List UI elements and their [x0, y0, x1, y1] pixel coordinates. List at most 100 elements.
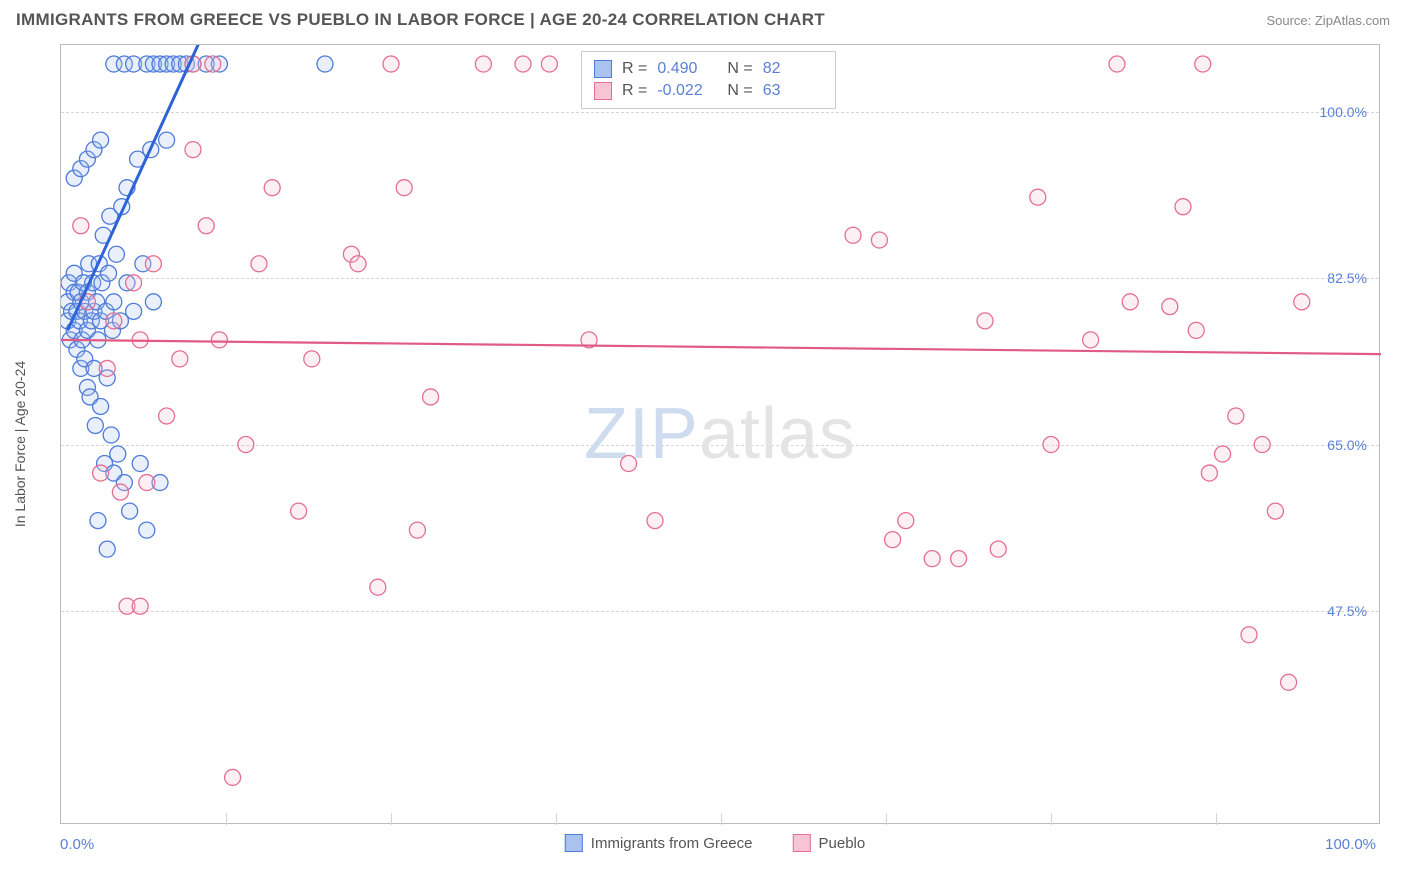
- data-point: [396, 180, 412, 196]
- data-point: [159, 132, 175, 148]
- legend-swatch: [793, 834, 811, 852]
- data-point: [1195, 56, 1211, 72]
- x-tick-max: 100.0%: [1325, 836, 1376, 853]
- correlation-legend-row: R = -0.022 N = 63: [594, 80, 823, 102]
- legend-r-label: R =: [622, 60, 647, 78]
- data-point: [101, 265, 117, 281]
- data-point: [304, 351, 320, 367]
- data-point: [122, 503, 138, 519]
- source-label: Source: ZipAtlas.com: [1266, 13, 1390, 28]
- legend-swatch: [565, 834, 583, 852]
- correlation-legend-row: R = 0.490 N = 82: [594, 58, 823, 80]
- data-point: [126, 275, 142, 291]
- data-point: [1122, 294, 1138, 310]
- data-point: [1083, 332, 1099, 348]
- data-point: [1228, 408, 1244, 424]
- legend-item: Pueblo: [793, 834, 866, 852]
- data-point: [90, 513, 106, 529]
- data-point: [126, 303, 142, 319]
- chart-title: IMMIGRANTS FROM GREECE VS PUEBLO IN LABO…: [16, 10, 825, 30]
- trend-line: [61, 340, 1381, 354]
- data-point: [1109, 56, 1125, 72]
- data-point: [87, 417, 103, 433]
- data-point: [73, 218, 89, 234]
- scatter-svg: [61, 45, 1381, 825]
- x-tick-min: 0.0%: [60, 836, 94, 853]
- data-point: [541, 56, 557, 72]
- data-point: [1281, 674, 1297, 690]
- data-point: [423, 389, 439, 405]
- data-point: [106, 313, 122, 329]
- data-point: [110, 446, 126, 462]
- data-point: [1254, 437, 1270, 453]
- data-point: [317, 56, 333, 72]
- data-point: [1241, 627, 1257, 643]
- data-point: [409, 522, 425, 538]
- series-legend: Immigrants from Greece Pueblo: [565, 834, 865, 852]
- data-point: [264, 180, 280, 196]
- data-point: [475, 56, 491, 72]
- data-point: [106, 294, 122, 310]
- legend-n-value: 63: [763, 82, 823, 100]
- data-point: [845, 227, 861, 243]
- data-point: [977, 313, 993, 329]
- legend-label: Pueblo: [819, 835, 866, 852]
- data-point: [205, 56, 221, 72]
- data-point: [132, 456, 148, 472]
- data-point: [515, 56, 531, 72]
- data-point: [103, 427, 119, 443]
- data-point: [1030, 189, 1046, 205]
- data-point: [370, 579, 386, 595]
- data-point: [145, 256, 161, 272]
- legend-n-label: N =: [727, 60, 752, 78]
- data-point: [159, 408, 175, 424]
- data-point: [172, 351, 188, 367]
- data-point: [350, 256, 366, 272]
- data-point: [647, 513, 663, 529]
- legend-n-value: 82: [763, 60, 823, 78]
- legend-n-label: N =: [727, 82, 752, 100]
- data-point: [198, 218, 214, 234]
- data-point: [99, 541, 115, 557]
- data-point: [93, 132, 109, 148]
- data-point: [112, 484, 128, 500]
- data-point: [93, 465, 109, 481]
- correlation-legend: R = 0.490 N = 82R = -0.022 N = 63: [581, 51, 836, 109]
- plot-wrap: In Labor Force | Age 20-24 ZIPatlas R = …: [40, 44, 1390, 844]
- data-point: [93, 398, 109, 414]
- data-point: [898, 513, 914, 529]
- data-point: [99, 360, 115, 376]
- data-point: [211, 332, 227, 348]
- legend-item: Immigrants from Greece: [565, 834, 753, 852]
- data-point: [1162, 299, 1178, 315]
- data-point: [621, 456, 637, 472]
- data-point: [238, 437, 254, 453]
- legend-r-label: R =: [622, 82, 647, 100]
- data-point: [108, 246, 124, 262]
- data-point: [139, 475, 155, 491]
- plot-area: ZIPatlas R = 0.490 N = 82R = -0.022 N = …: [60, 44, 1380, 824]
- data-point: [951, 551, 967, 567]
- legend-r-value: -0.022: [657, 82, 717, 100]
- data-point: [291, 503, 307, 519]
- legend-swatch: [594, 60, 612, 78]
- data-point: [145, 294, 161, 310]
- data-point: [1294, 294, 1310, 310]
- data-point: [139, 522, 155, 538]
- data-point: [383, 56, 399, 72]
- data-point: [1043, 437, 1059, 453]
- legend-r-value: 0.490: [657, 60, 717, 78]
- data-point: [924, 551, 940, 567]
- legend-label: Immigrants from Greece: [591, 835, 753, 852]
- legend-swatch: [594, 82, 612, 100]
- data-point: [1201, 465, 1217, 481]
- y-axis-label: In Labor Force | Age 20-24: [12, 361, 28, 527]
- data-point: [225, 769, 241, 785]
- data-point: [990, 541, 1006, 557]
- data-point: [185, 142, 201, 158]
- data-point: [132, 598, 148, 614]
- data-point: [251, 256, 267, 272]
- data-point: [871, 232, 887, 248]
- data-point: [1188, 322, 1204, 338]
- data-point: [1267, 503, 1283, 519]
